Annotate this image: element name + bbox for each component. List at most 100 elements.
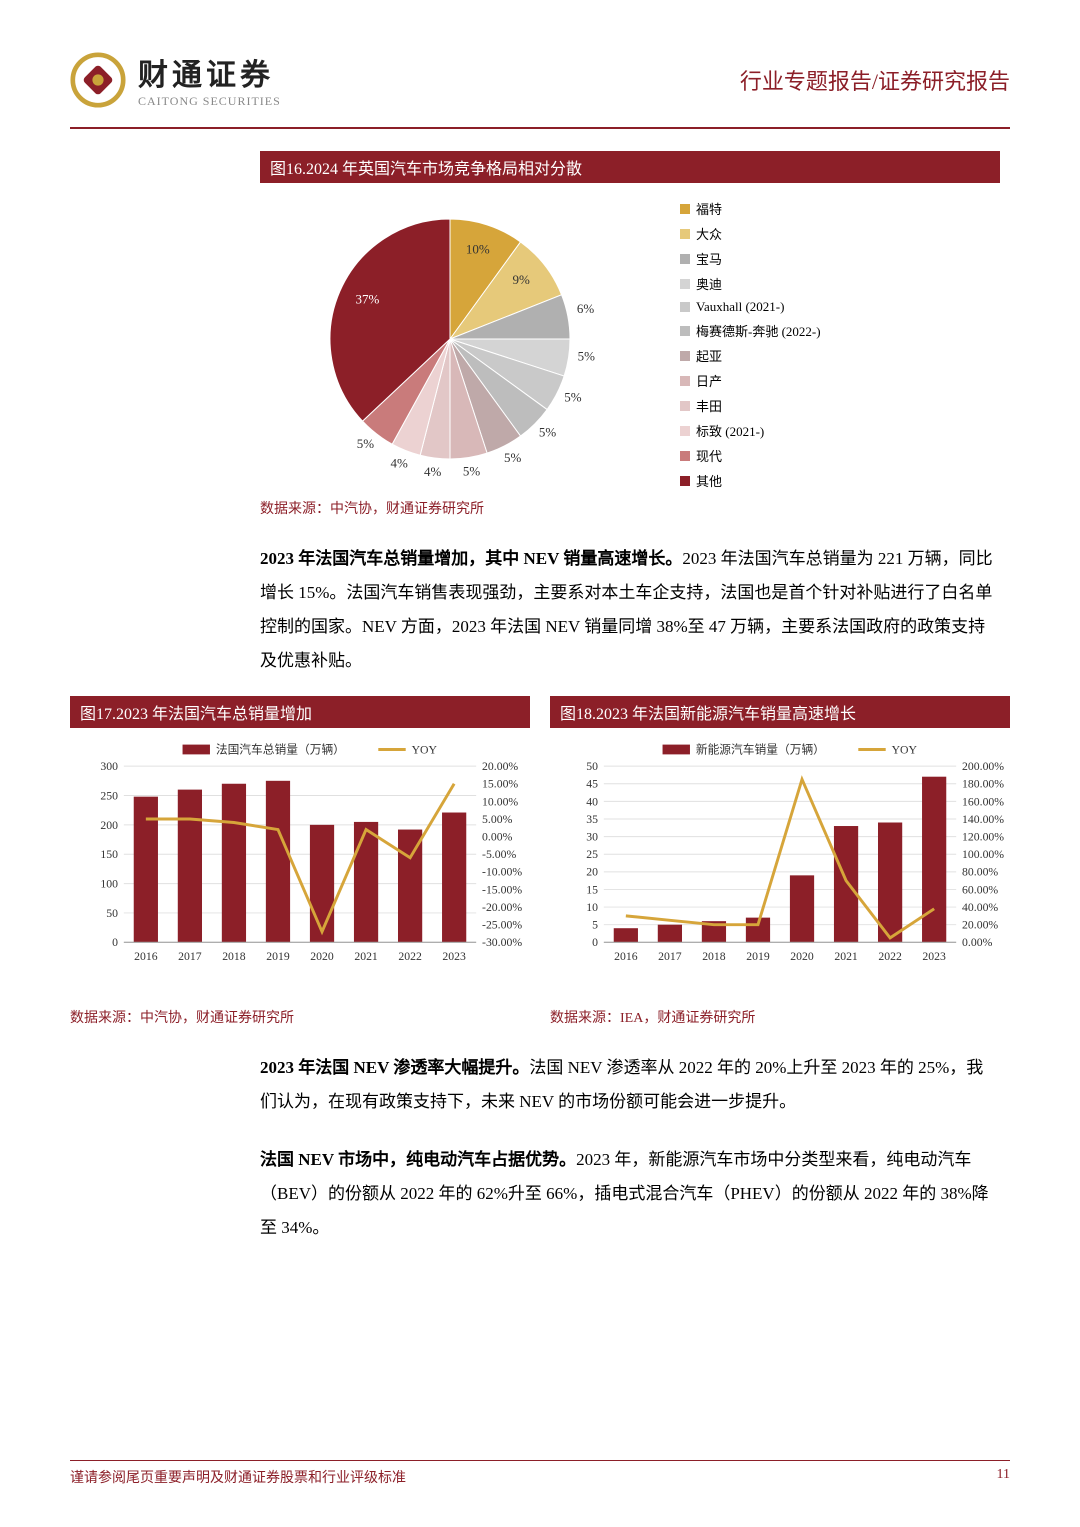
fig16-source: 数据来源：中汽协，财通证券研究所 (260, 498, 1000, 518)
svg-text:6%: 6% (577, 301, 595, 316)
svg-text:-30.00%: -30.00% (482, 936, 522, 949)
svg-text:0.00%: 0.00% (962, 936, 993, 949)
svg-text:9%: 9% (512, 272, 530, 287)
svg-text:2017: 2017 (658, 950, 682, 963)
legend-swatch (680, 401, 690, 411)
svg-text:5%: 5% (463, 463, 481, 478)
svg-text:2021: 2021 (354, 950, 378, 963)
legend-label: 奥迪 (696, 274, 722, 293)
svg-text:200.00%: 200.00% (962, 760, 1004, 773)
svg-text:0.00%: 0.00% (482, 831, 513, 844)
svg-text:-25.00%: -25.00% (482, 919, 522, 932)
svg-text:35: 35 (586, 813, 598, 826)
company-logo-icon (70, 52, 126, 108)
fig18-chart: 新能源汽车销量（万辆）YOY05101520253035404550200.00… (550, 734, 1010, 994)
legend-swatch (680, 229, 690, 239)
svg-text:140.00%: 140.00% (962, 813, 1004, 826)
svg-text:200: 200 (100, 819, 118, 832)
svg-text:20.00%: 20.00% (482, 760, 518, 773)
legend-label: 起亚 (696, 346, 722, 365)
svg-text:150: 150 (100, 848, 118, 861)
legend-item: 标致 (2021-) (680, 421, 821, 440)
legend-swatch (680, 426, 690, 436)
legend-item: 丰田 (680, 396, 821, 415)
svg-text:40.00%: 40.00% (962, 901, 998, 914)
legend-swatch (680, 451, 690, 461)
legend-label: Vauxhall (2021-) (696, 299, 784, 315)
svg-text:2022: 2022 (398, 950, 422, 963)
svg-text:120.00%: 120.00% (962, 831, 1004, 844)
svg-text:10%: 10% (466, 241, 490, 256)
svg-text:5%: 5% (539, 425, 557, 440)
fig18-section: 图18.2023 年法国新能源汽车销量高速增长 新能源汽车销量（万辆）YOY05… (550, 696, 1010, 1027)
page-number: 11 (997, 1467, 1010, 1487)
svg-text:5: 5 (592, 919, 598, 932)
legend-item: 日产 (680, 371, 821, 390)
legend-swatch (680, 376, 690, 386)
svg-text:2023: 2023 (442, 950, 466, 963)
legend-label: 现代 (696, 446, 722, 465)
svg-text:4%: 4% (391, 455, 409, 470)
legend-item: 起亚 (680, 346, 821, 365)
legend-swatch (680, 302, 690, 312)
legend-label: 其他 (696, 471, 722, 490)
legend-item: 福特 (680, 199, 821, 218)
fig18-source: 数据来源：IEA，财通证券研究所 (550, 1007, 1010, 1027)
fig17-title: 图17.2023 年法国汽车总销量增加 (70, 696, 530, 728)
fig17-chart: 法国汽车总销量（万辆）YOY05010015020025030020.00%15… (70, 734, 530, 994)
svg-text:250: 250 (100, 789, 118, 802)
legend-label: 宝马 (696, 249, 722, 268)
page-footer: 谨请参阅尾页重要声明及财通证券股票和行业评级标准 11 (70, 1460, 1010, 1487)
svg-text:YOY: YOY (892, 743, 918, 756)
svg-text:0: 0 (112, 936, 118, 949)
para2-bold: 2023 年法国 NEV 渗透率大幅提升。 (260, 1058, 529, 1077)
legend-label: 日产 (696, 371, 722, 390)
svg-text:2018: 2018 (222, 950, 246, 963)
svg-text:45: 45 (586, 778, 598, 791)
svg-text:-10.00%: -10.00% (482, 866, 522, 879)
svg-text:5%: 5% (578, 349, 596, 364)
legend-label: 福特 (696, 199, 722, 218)
svg-text:-5.00%: -5.00% (482, 848, 516, 861)
svg-text:0: 0 (592, 936, 598, 949)
legend-item: 其他 (680, 471, 821, 490)
legend-swatch (680, 279, 690, 289)
svg-text:4%: 4% (424, 464, 442, 479)
svg-text:YOY: YOY (412, 743, 438, 756)
svg-text:37%: 37% (355, 291, 379, 306)
logo-block: 财通证券 CAITONG SECURITIES (70, 50, 281, 109)
header-right-text: 行业专题报告/证券研究报告 (740, 64, 1010, 96)
fig16-title: 图16.2024 年英国汽车市场竞争格局相对分散 (260, 151, 1000, 183)
legend-swatch (680, 326, 690, 336)
svg-text:2019: 2019 (266, 950, 290, 963)
legend-swatch (680, 351, 690, 361)
legend-item: 奥迪 (680, 274, 821, 293)
svg-text:60.00%: 60.00% (962, 883, 998, 896)
svg-text:5%: 5% (564, 390, 582, 405)
svg-text:2023: 2023 (922, 950, 946, 963)
svg-text:100: 100 (100, 877, 118, 890)
legend-item: 宝马 (680, 249, 821, 268)
svg-text:2018: 2018 (702, 950, 726, 963)
svg-text:-20.00%: -20.00% (482, 901, 522, 914)
svg-text:160.00%: 160.00% (962, 795, 1004, 808)
paragraph-3: 法国 NEV 市场中，纯电动汽车占据优势。2023 年，新能源汽车市场中分类型来… (260, 1143, 1000, 1245)
svg-text:5%: 5% (504, 450, 522, 465)
para3-bold: 法国 NEV 市场中，纯电动汽车占据优势。 (260, 1150, 576, 1169)
footer-disclaimer: 谨请参阅尾页重要声明及财通证券股票和行业评级标准 (70, 1467, 406, 1487)
svg-text:2020: 2020 (310, 950, 334, 963)
svg-text:2016: 2016 (614, 950, 638, 963)
svg-text:2022: 2022 (878, 950, 902, 963)
page-header: 财通证券 CAITONG SECURITIES 行业专题报告/证券研究报告 (70, 50, 1010, 127)
paragraph-2: 2023 年法国 NEV 渗透率大幅提升。法国 NEV 渗透率从 2022 年的… (260, 1051, 1000, 1119)
svg-text:2020: 2020 (790, 950, 814, 963)
svg-text:15.00%: 15.00% (482, 778, 518, 791)
logo-en: CAITONG SECURITIES (138, 94, 281, 109)
svg-text:2017: 2017 (178, 950, 202, 963)
fig16-pie-chart: 10%9%6%5%5%5%5%5%4%4%5%37% (280, 189, 640, 489)
para1-bold: 2023 年法国汽车总销量增加，其中 NEV 销量高速增长。 (260, 549, 682, 568)
legend-item: 梅赛德斯-奔驰 (2022-) (680, 321, 821, 340)
legend-item: Vauxhall (2021-) (680, 299, 821, 315)
svg-text:10: 10 (586, 901, 598, 914)
legend-swatch (680, 204, 690, 214)
